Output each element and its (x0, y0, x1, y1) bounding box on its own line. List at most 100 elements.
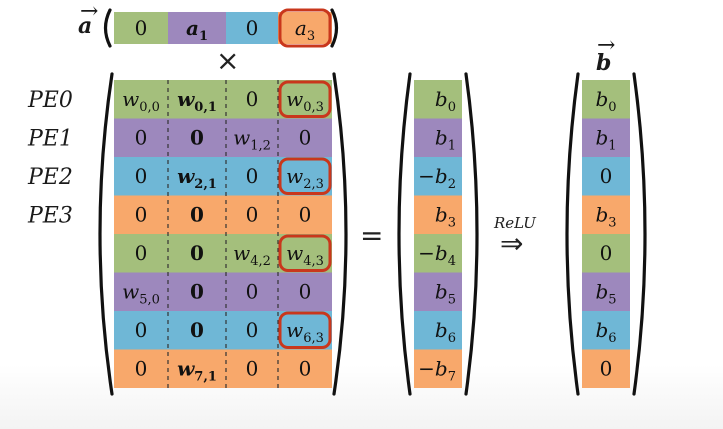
pre-relu-value-3: b3 (435, 203, 456, 231)
pre-relu-value-0: b0 (435, 87, 456, 115)
matrix-cell-4-1: 0 (190, 241, 204, 265)
matrix-cell-5-1: 0 (190, 280, 204, 304)
matrix-cell-6-2-base: 0 (246, 318, 259, 342)
matrix-cell-5-0-base: w (122, 280, 139, 304)
vector-b-value-3-base: b (595, 203, 608, 227)
vector-a-cell-2 (226, 12, 278, 44)
pre-relu-cell-5 (414, 272, 462, 311)
matrix-cell-7-0: 0 (135, 357, 148, 381)
matrix-cell-5-3-base: 0 (299, 280, 312, 304)
matrix-row-2 (114, 157, 332, 196)
pre-relu-value-2-sign: − (418, 164, 435, 188)
pre-relu-value-1-subscript: 1 (448, 139, 456, 154)
vector-a-cell-3 (278, 12, 332, 44)
matrix-cell-1-0: 0 (135, 126, 148, 150)
matrix-cell-7-1-subscript: 7,1 (194, 370, 217, 385)
matrix-cell-0-2-base: 0 (246, 87, 259, 111)
vector-b-value-6-subscript: 6 (608, 331, 616, 346)
pre-relu-value-4: −b4 (418, 241, 456, 269)
matrix-row-7 (114, 349, 332, 388)
pe-label-2: PE2 (27, 165, 73, 190)
matrix-row-0 (114, 80, 332, 119)
matrix-cell-2-0-base: 0 (135, 164, 148, 188)
matrix-cell-6-2: 0 (246, 318, 259, 342)
pre-relu-value-2-base: b (435, 164, 448, 188)
dashed-separators (167, 80, 279, 388)
matrix-cell-0-1-subscript: 0,1 (194, 100, 217, 115)
matrix-row-3 (114, 195, 332, 234)
pre-relu-value-6-base: b (435, 318, 448, 342)
matrix-cell-3-1-base: 0 (190, 203, 204, 227)
pre-relu-value-0-base: b (435, 87, 448, 111)
pre-relu-value-3-base: b (435, 203, 448, 227)
matrix-cell-3-2-base: 0 (246, 203, 259, 227)
vector-b-value-1-base: b (595, 126, 608, 150)
matrix-cell-0-0-subscript: 0,0 (139, 100, 160, 115)
matrix-cell-7-1-base: w (177, 357, 195, 381)
pre-relu-cell-4 (414, 234, 462, 273)
pre-relu-value-7-base: b (435, 357, 448, 381)
vector-b-value-5: b5 (595, 280, 616, 308)
matrix-cell-6-3: w6,3 (286, 318, 324, 346)
matrix-row-4 (114, 234, 332, 273)
matrix-cell-6-0-base: 0 (135, 318, 148, 342)
matrix-cell-4-3-subscript: 4,3 (303, 254, 324, 269)
highlight-box-w-6-3 (278, 311, 332, 349)
matrix-cell-2-3-base: w (286, 164, 303, 188)
matrix-cell-4-0-base: 0 (135, 241, 148, 265)
matrix-cell-6-3-subscript: 6,3 (303, 331, 324, 346)
highlight-box-w-4-3 (278, 234, 332, 272)
matrix-cell-6-1: 0 (190, 318, 204, 342)
matrix-cell-0-2: 0 (246, 87, 259, 111)
matrix-cell-7-3-base: 0 (299, 357, 312, 381)
vector-b-value-0: b0 (595, 87, 616, 115)
vector-b-cell-3 (582, 195, 630, 234)
equals-symbol: = (360, 219, 383, 252)
matrix-cell-0-3-subscript: 0,3 (303, 100, 324, 115)
vector-b-cell-7 (582, 349, 630, 388)
vector-a-value-0-base: 0 (135, 16, 148, 40)
matrix-cell-4-2: w4,2 (233, 241, 271, 269)
vector-b-left-paren (565, 72, 580, 396)
matrix-cell-3-3: 0 (299, 203, 312, 227)
pre-relu-value-1: b1 (435, 126, 456, 154)
pe-label-1: PE1 (27, 127, 73, 152)
cell-backgrounds (114, 12, 630, 388)
vector-b-value-0-subscript: 0 (608, 100, 616, 115)
pre-relu-value-5-subscript: 5 (448, 293, 456, 308)
matrix-cell-4-0: 0 (135, 241, 148, 265)
pre-relu-cell-2 (414, 157, 462, 196)
vector-b-arrow-icon: → (597, 33, 615, 58)
vector-b-value-5-base: b (595, 280, 608, 304)
matrix-cell-4-2-subscript: 4,2 (250, 254, 271, 269)
matrix-cell-0-0-base: w (122, 87, 139, 111)
vector-b-cell-4 (582, 234, 630, 273)
pre-relu-value-7-subscript: 7 (448, 370, 456, 385)
vector-b-label: b (596, 50, 611, 76)
matrix-cell-3-1: 0 (190, 203, 204, 227)
vector-b-value-7-base: 0 (600, 357, 613, 381)
highlight-box-a-3 (278, 8, 332, 48)
highlight-box-w-0-3 (278, 80, 332, 118)
matrix-cell-0-0: w0,0 (122, 87, 160, 115)
matrix-cell-7-2-base: 0 (246, 357, 259, 381)
matrix-row-5 (114, 272, 332, 311)
matrix-cell-7-0-base: 0 (135, 357, 148, 381)
times-symbol: × (216, 44, 239, 77)
matrix-cell-6-1-base: 0 (190, 318, 204, 342)
matrix-cell-3-0-base: 0 (135, 203, 148, 227)
matrix-cell-1-0-base: 0 (135, 126, 148, 150)
matrix-cell-3-0: 0 (135, 203, 148, 227)
matrix-cell-0-3: w0,3 (286, 87, 324, 115)
vector-b-value-7: 0 (600, 357, 613, 381)
pe-labels: PE0 PE1 PE2 PE3 (27, 88, 73, 229)
pre-relu-value-4-base: b (435, 241, 448, 265)
pre-relu-value-4-sign: − (418, 241, 435, 265)
matrix-row-1 (114, 118, 332, 157)
pre-relu-cell-0 (414, 80, 462, 119)
vector-a-value-1-base: a (186, 16, 199, 40)
vector-a-value-1: a1 (186, 16, 208, 44)
vector-a-value-2: 0 (246, 16, 259, 40)
vector-a-cell-0 (114, 12, 168, 44)
